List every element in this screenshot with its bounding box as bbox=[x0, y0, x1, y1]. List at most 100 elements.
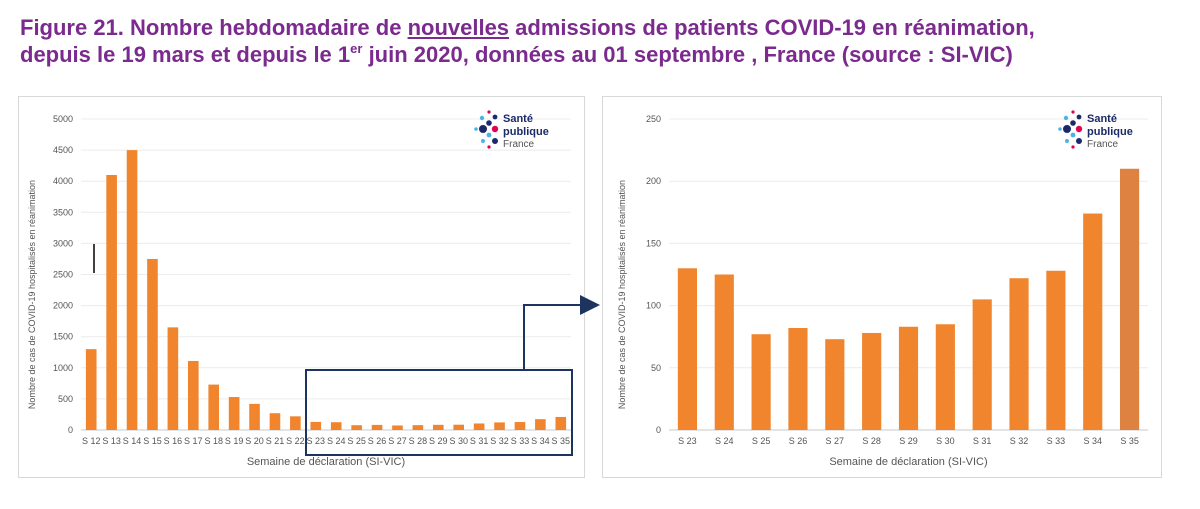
x-tick-label: S 25 bbox=[752, 436, 771, 446]
y-tick-label: 0 bbox=[68, 425, 73, 435]
bar bbox=[126, 150, 138, 430]
x-tick-label: S 35 bbox=[552, 436, 571, 446]
x-tick-label: S 28 bbox=[409, 436, 428, 446]
y-tick-label: 150 bbox=[646, 238, 661, 248]
y-tick-label: 100 bbox=[646, 301, 661, 311]
x-tick-label: S 28 bbox=[862, 436, 881, 446]
zoom-selection-box bbox=[305, 369, 573, 456]
bar bbox=[935, 324, 955, 430]
bar bbox=[751, 334, 771, 430]
bar bbox=[249, 403, 260, 430]
x-tick-label: S 29 bbox=[899, 436, 918, 446]
bar bbox=[228, 397, 240, 430]
logo-text-line1: Santé bbox=[503, 113, 533, 125]
logo-dot bbox=[487, 110, 491, 114]
x-tick-label: S 23 bbox=[678, 436, 697, 446]
bar bbox=[412, 425, 424, 430]
bar bbox=[1083, 213, 1103, 430]
x-tick-label: S 16 bbox=[164, 436, 183, 446]
logo-dot bbox=[486, 120, 492, 126]
logo-dot bbox=[1070, 120, 1076, 126]
bar bbox=[788, 327, 808, 430]
x-tick-label: S 32 bbox=[1010, 436, 1029, 446]
bar bbox=[494, 422, 505, 430]
logo-dot bbox=[486, 132, 492, 138]
x-tick-label: S 19 bbox=[225, 436, 244, 446]
x-tick-label: S 24 bbox=[715, 436, 734, 446]
bar bbox=[330, 422, 342, 430]
y-tick-label: 4500 bbox=[53, 145, 73, 155]
bar bbox=[825, 339, 845, 430]
x-tick-label: S 21 bbox=[266, 436, 285, 446]
bar bbox=[535, 419, 546, 430]
figure-title: Figure 21. Nombre hebdomadaire de nouvel… bbox=[20, 14, 1185, 71]
bar bbox=[898, 326, 919, 430]
x-tick-label: S 30 bbox=[449, 436, 468, 446]
bar bbox=[269, 413, 281, 430]
bar bbox=[392, 425, 403, 430]
x-tick-label: S 31 bbox=[973, 436, 992, 446]
bar bbox=[473, 423, 485, 430]
title-part2: admissions de patients COVID-19 en réani… bbox=[515, 15, 1035, 40]
logo-dot bbox=[492, 114, 498, 120]
logo-dot bbox=[1071, 145, 1075, 149]
bar bbox=[1119, 168, 1140, 430]
x-tick-label: S 26 bbox=[368, 436, 387, 446]
x-tick-label: S 32 bbox=[490, 436, 509, 446]
x-tick-label: S 24 bbox=[327, 436, 346, 446]
y-axis-title: Nombre de cas de COVID-19 hospitalisés e… bbox=[27, 180, 37, 409]
y-tick-label: 3500 bbox=[53, 207, 73, 217]
x-tick-label: S 29 bbox=[429, 436, 448, 446]
bar bbox=[514, 422, 526, 430]
bar bbox=[1046, 270, 1066, 430]
y-tick-label: 2000 bbox=[53, 301, 73, 311]
title-superscript: er bbox=[350, 41, 363, 56]
bar bbox=[862, 332, 882, 430]
logo-dot bbox=[481, 139, 485, 143]
y-tick-label: 500 bbox=[58, 394, 73, 404]
logo-text-line1: Santé bbox=[1087, 113, 1117, 125]
logo-text-line2: publique bbox=[1087, 126, 1133, 138]
bar bbox=[714, 274, 734, 430]
bar bbox=[351, 425, 362, 430]
left-chart-panel: 0 500 1000 1500 2000 2500 3000 3500 4000 4500 5000… bbox=[18, 96, 585, 478]
x-tick-label: S 26 bbox=[789, 436, 808, 446]
zoom-arrow bbox=[523, 295, 600, 370]
x-tick-label: S 35 bbox=[1120, 436, 1139, 446]
x-tick-label: S 34 bbox=[531, 436, 550, 446]
x-tick-label: S 12 bbox=[82, 436, 101, 446]
bar bbox=[432, 424, 444, 430]
bar bbox=[453, 424, 465, 430]
x-tick-label: S 14 bbox=[123, 436, 142, 446]
logo-dot bbox=[474, 127, 478, 131]
y-tick-label: 200 bbox=[646, 176, 661, 186]
x-tick-label: S 27 bbox=[826, 436, 845, 446]
logo-dot bbox=[1071, 110, 1075, 114]
left-bar-chart: 0 500 1000 1500 2000 2500 3000 3500 4000 4500 5000… bbox=[27, 110, 571, 468]
x-axis-title: Semaine de déclaration (SI-VIC) bbox=[829, 456, 987, 468]
x-tick-label: S 33 bbox=[1047, 436, 1066, 446]
y-tick-label: 1500 bbox=[53, 332, 73, 342]
bar bbox=[972, 299, 992, 430]
y-tick-label: 5000 bbox=[53, 114, 73, 124]
x-tick-label: S 13 bbox=[102, 436, 121, 446]
y-tick-label: 50 bbox=[651, 363, 661, 373]
title-line2b: juin 2020, données au 01 septembre , Fra… bbox=[368, 42, 1013, 67]
y-tick-label: 4000 bbox=[53, 176, 73, 186]
y-tick-label: 0 bbox=[656, 425, 661, 435]
logo-dot bbox=[1076, 114, 1082, 120]
logo-dot bbox=[1065, 139, 1069, 143]
bar bbox=[310, 421, 322, 430]
title-line2a: depuis le 19 mars et depuis le 1 bbox=[20, 42, 351, 67]
y-tick-label: 2500 bbox=[53, 270, 73, 280]
logo-dot bbox=[1063, 115, 1069, 121]
y-tick-label: 3000 bbox=[53, 238, 73, 248]
logo-dot bbox=[1058, 127, 1062, 131]
x-tick-label: S 34 bbox=[1083, 436, 1102, 446]
logo-text-line3: France bbox=[503, 139, 535, 150]
title-underlined-word: nouvelles bbox=[407, 15, 510, 40]
x-tick-label: S 31 bbox=[470, 436, 489, 446]
logo-dot bbox=[487, 145, 491, 149]
